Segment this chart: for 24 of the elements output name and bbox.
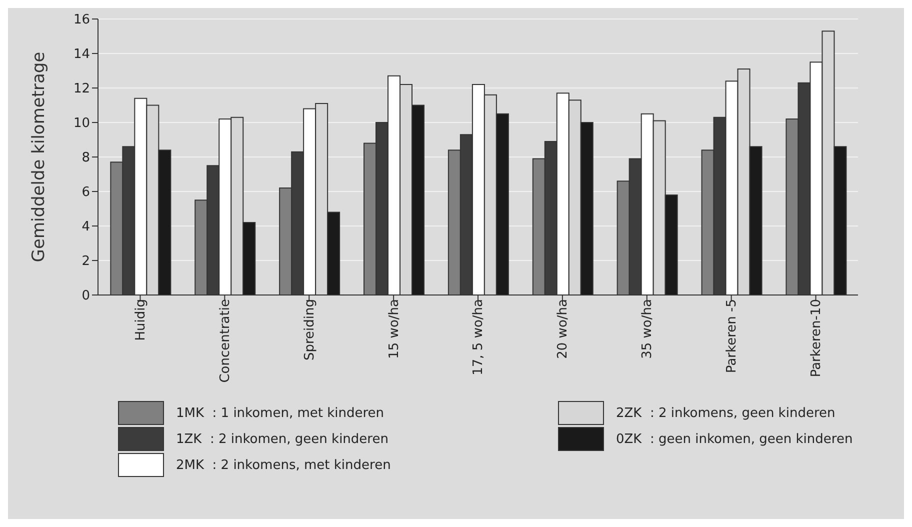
legend-label: 1ZK : 2 inkomen, geen kinderen	[176, 432, 388, 446]
y-tick-label: 4	[82, 220, 90, 235]
y-tick-label: 2	[82, 254, 90, 270]
legend-label: 2ZK : 2 inkomens, geen kinderen	[616, 406, 836, 420]
y-tick-label: 10	[73, 116, 90, 132]
y-tick-label: 12	[73, 82, 90, 97]
x-tick-label: Concentratie	[218, 299, 233, 383]
legend-label: 2MK : 2 inkomens, met kinderen	[176, 458, 391, 472]
x-tick-label: 20 wo/ha	[556, 299, 571, 359]
y-tick-label: 6	[82, 185, 90, 200]
x-tick-label: 17, 5 wo/ha	[471, 299, 486, 376]
y-tick-label: 8	[82, 150, 90, 166]
y-tick-label: 14	[73, 47, 90, 62]
x-tick-label: Parkeren-10	[809, 299, 824, 378]
y-tick-label: 16	[73, 12, 90, 28]
x-tick-label: Spreiding	[302, 299, 318, 361]
x-tick-label: Huidig	[133, 299, 148, 341]
legend-label: 1MK : 1 inkomen, met kinderen	[176, 406, 384, 420]
y-axis-title: Gemiddelde kilometrage	[29, 52, 50, 262]
x-tick-label: Parkeren -5	[724, 299, 740, 374]
x-tick-label: 15 wo/ha	[386, 299, 402, 359]
legend-label: 0ZK : geen inkomen, geen kinderen	[616, 432, 853, 446]
y-tick-label: 0	[82, 288, 90, 304]
x-tick-label: 35 wo/ha	[640, 299, 656, 359]
